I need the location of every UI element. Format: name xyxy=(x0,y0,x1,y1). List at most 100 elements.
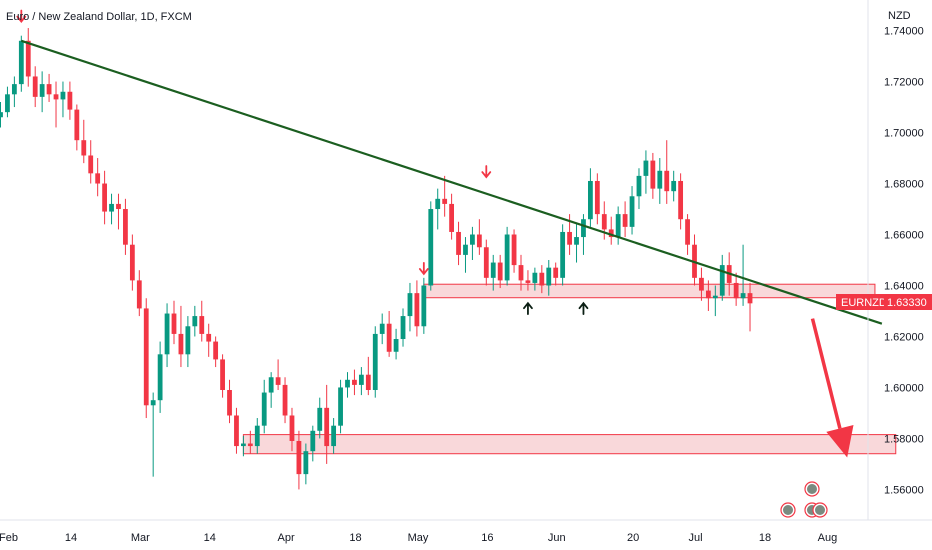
candle-body xyxy=(622,214,628,227)
event-icon-inner xyxy=(815,505,825,515)
candle-body xyxy=(588,180,593,220)
candle-body xyxy=(213,341,219,360)
candle-body xyxy=(372,333,378,390)
candle-body xyxy=(699,277,704,291)
time-axis[interactable]: Feb 14 Mar 14 Apr 18 May 16 Jun 20 Jul 18 Aug xyxy=(0,532,837,544)
candle-body xyxy=(60,91,66,100)
time-tick-label: 18 xyxy=(349,532,361,544)
price-axis[interactable]: 1.74000 1.72000 1.70000 1.68000 1.66000 1.640… xyxy=(884,26,924,497)
candle-body xyxy=(476,234,482,248)
price-tick-label: 1.62000 xyxy=(884,331,924,343)
up-arrow-icon xyxy=(523,301,533,316)
currency-unit-label: NZD xyxy=(888,10,911,22)
chart-title: Euro / New Zealand Dollar, 1D, FXCM xyxy=(6,11,192,23)
candle-body xyxy=(518,265,524,281)
candle-body xyxy=(539,272,545,286)
candle-body xyxy=(102,183,107,212)
price-tick-label: 1.68000 xyxy=(884,179,924,191)
overlay-layer xyxy=(16,9,883,458)
candle-body xyxy=(685,219,690,245)
candle-body xyxy=(421,285,427,327)
candle-body xyxy=(123,209,128,245)
candle-body xyxy=(504,234,510,281)
time-tick-label: 14 xyxy=(204,532,216,544)
candle-body xyxy=(303,451,309,475)
candle-body xyxy=(282,384,288,416)
candle-body xyxy=(643,160,649,176)
candle-body xyxy=(442,198,448,204)
candle-body xyxy=(331,425,337,447)
candle-body xyxy=(470,234,475,245)
symbol-badge-bg xyxy=(836,294,884,310)
event-icon-inner xyxy=(807,484,817,494)
candle-body xyxy=(671,180,677,192)
down-arrow-icon xyxy=(481,165,492,179)
candle-body xyxy=(352,379,357,385)
candle-body xyxy=(525,280,531,283)
up-arrow-icon xyxy=(578,301,589,316)
candle-body xyxy=(664,170,670,192)
candle-body xyxy=(199,316,205,334)
candle-body xyxy=(5,94,10,113)
candle-body xyxy=(109,203,114,212)
candle-body xyxy=(53,94,59,100)
candle-body xyxy=(601,214,607,230)
time-tick-label: 20 xyxy=(627,532,639,544)
price-tick-label: 1.64000 xyxy=(884,280,924,292)
price-tick-label: 1.60000 xyxy=(884,382,924,394)
down-arrow-icon xyxy=(16,9,27,24)
candle-body xyxy=(220,359,225,390)
candle-body xyxy=(636,175,642,197)
event-icon-inner xyxy=(783,505,793,515)
candle-body xyxy=(74,109,80,141)
candle-body xyxy=(358,374,364,385)
candle-body xyxy=(497,262,503,281)
candle-body xyxy=(574,237,579,245)
candle-body xyxy=(18,40,24,85)
candle-body xyxy=(386,323,392,352)
candle-body xyxy=(393,339,399,352)
price-tick-label: 1.58000 xyxy=(884,433,924,445)
candle-body xyxy=(268,377,274,393)
price-tick-label: 1.72000 xyxy=(884,77,924,89)
candle-body xyxy=(657,170,663,189)
candle-body xyxy=(247,443,253,447)
candle-body xyxy=(400,316,406,340)
down-arrow-icon xyxy=(418,262,429,276)
time-tick-label: Aug xyxy=(818,532,838,544)
support-zone xyxy=(423,283,876,299)
candle-body xyxy=(733,282,739,299)
projection-arrow-shaft xyxy=(810,318,842,429)
candle-body xyxy=(511,234,517,266)
candle-body xyxy=(261,392,267,426)
candle-body xyxy=(712,295,718,299)
candle-body xyxy=(678,180,684,220)
time-tick-label: 18 xyxy=(759,532,771,544)
candle-body xyxy=(178,333,184,355)
price-tick-label: 1.70000 xyxy=(884,128,924,140)
time-tick-label: Jul xyxy=(689,532,703,544)
support-zone xyxy=(242,434,897,455)
candle-body xyxy=(532,272,538,283)
candle-body xyxy=(483,247,489,278)
candle-body xyxy=(150,400,156,406)
candle-body xyxy=(490,262,496,278)
candle-body xyxy=(11,84,17,95)
candle-body xyxy=(463,244,468,255)
candle-body xyxy=(324,407,330,447)
candle-body xyxy=(379,323,385,334)
trendline[interactable] xyxy=(20,39,883,325)
candle-body xyxy=(435,198,441,210)
time-tick-label: May xyxy=(408,532,429,544)
candle-body xyxy=(67,91,73,110)
candle-body xyxy=(192,316,198,327)
candle-body xyxy=(129,244,135,281)
indicator-icons[interactable] xyxy=(780,481,828,518)
time-tick-label: Feb xyxy=(0,532,18,544)
candle-body xyxy=(747,293,753,304)
candle-body xyxy=(615,214,621,238)
candle-body xyxy=(705,290,711,299)
candle-body xyxy=(594,180,600,215)
candle-body xyxy=(32,76,38,97)
